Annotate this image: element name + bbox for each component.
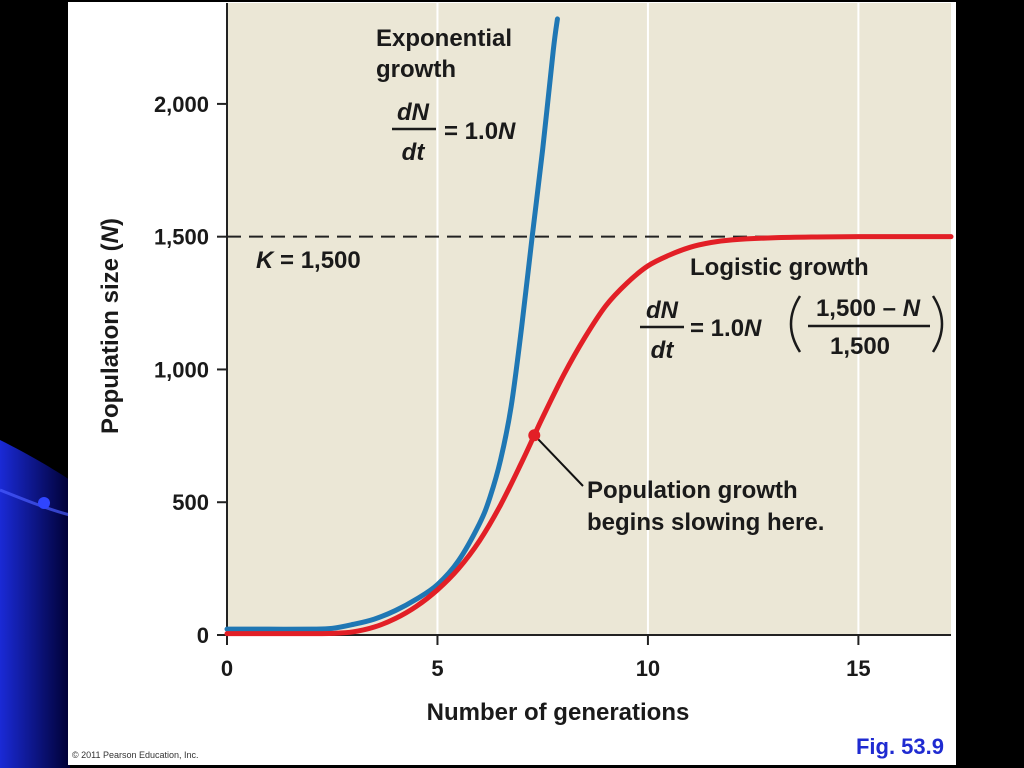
x-axis-title: Number of generations <box>427 699 690 726</box>
exp-formula-numerator: dN <box>397 99 430 126</box>
y-tick-label: 1,500 <box>154 225 209 250</box>
log-formula-inner-numerator: 1,500 – N <box>816 295 921 322</box>
log-formula-numerator: dN <box>646 297 679 324</box>
logistic-growth-line <box>224 234 954 637</box>
exponential-growth-line <box>224 16 560 632</box>
x-tick-label: 0 <box>221 656 233 681</box>
x-tick-label: 15 <box>846 656 870 681</box>
exp-formula-denominator: dt <box>402 139 426 166</box>
background-dot <box>38 497 50 509</box>
log-formula-left-paren <box>789 295 802 353</box>
log-formula-rhs: = 1.0N <box>690 315 762 342</box>
x-tick-label: 5 <box>431 656 443 681</box>
k-label: K = 1,500 <box>256 247 361 274</box>
background-swoosh <box>0 440 70 768</box>
plot-background <box>227 3 951 635</box>
copyright-notice: © 2011 Pearson Education, Inc. <box>72 750 199 760</box>
log-formula-inner-denominator: 1,500 <box>830 333 890 360</box>
x-tick-label: 10 <box>636 656 660 681</box>
y-tick-label: 500 <box>172 490 209 515</box>
slowing-point-marker <box>528 429 541 442</box>
exponential-label: Exponential growth <box>376 25 512 83</box>
y-tick-label: 1,000 <box>154 357 209 382</box>
exp-formula-rhs: = 1.0N <box>444 118 516 145</box>
y-tick-label: 2,000 <box>154 92 209 117</box>
tick-labels: 0 5 10 15 0 500 1,000 1,500 2,000 <box>154 92 871 681</box>
exponential-formula: dN dt = 1.0N <box>392 99 516 166</box>
y-tick-label: 0 <box>197 623 209 648</box>
log-formula-denominator: dt <box>651 337 675 364</box>
axes <box>226 3 951 636</box>
slowing-callout-line <box>537 438 584 487</box>
logistic-formula: dN dt = 1.0N 1,500 – N 1,500 <box>640 295 944 364</box>
log-formula-right-paren <box>931 295 944 353</box>
slowing-note: Population growth begins slowing here. <box>587 477 824 536</box>
y-axis-title: Population size (N) <box>97 218 124 434</box>
logistic-label: Logistic growth <box>690 254 869 281</box>
figure-label: Fig. 53.9 <box>855 734 944 759</box>
grid-lines <box>436 3 860 635</box>
